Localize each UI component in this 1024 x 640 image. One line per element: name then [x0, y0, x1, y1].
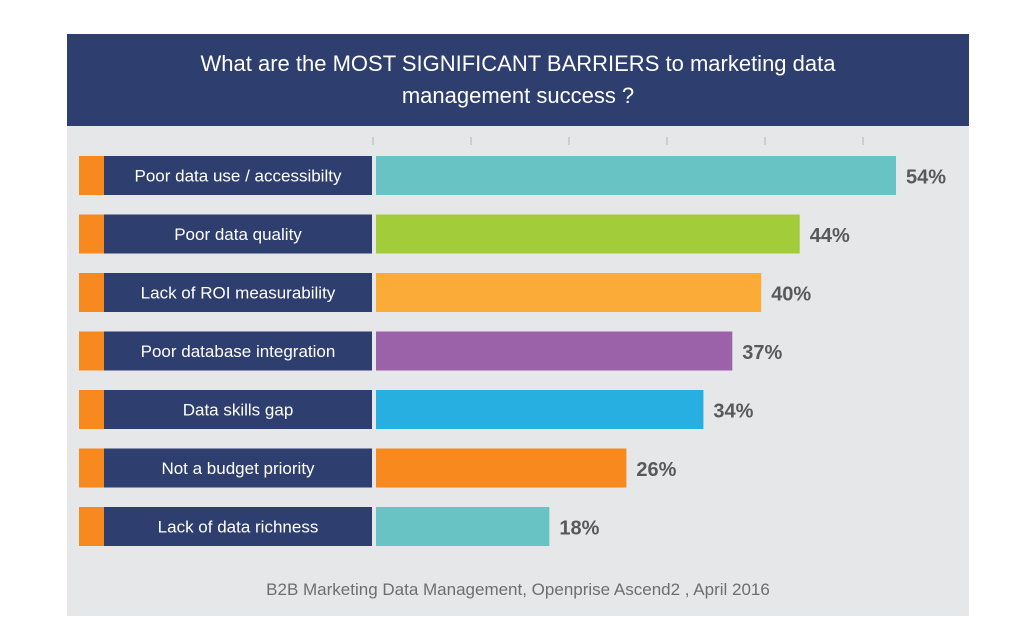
value-label: 34% [713, 401, 753, 423]
category-label-accent [79, 390, 104, 429]
category-label-box [104, 273, 372, 312]
category-label-box [104, 448, 372, 488]
category-label-box [104, 156, 372, 195]
category-label: Poor database integration [141, 342, 336, 361]
bar [376, 507, 550, 546]
chart-source: B2B Marketing Data Management, Openprise… [266, 580, 770, 599]
bar [376, 448, 627, 488]
value-label: 44% [810, 225, 850, 247]
category-label: Lack of data richness [158, 518, 319, 537]
category-label-box [104, 507, 372, 546]
category-label: Not a budget priority [161, 459, 315, 478]
value-label: 54% [906, 167, 946, 189]
bar [376, 214, 800, 254]
value-label: 40% [771, 284, 811, 306]
category-label-accent [79, 273, 104, 312]
category-label: Poor data quality [174, 225, 302, 244]
bar [376, 390, 704, 429]
bar [376, 156, 897, 195]
chart-title: What are the MOST SIGNIFICANT BARRIERS t… [200, 51, 836, 108]
category-label-box [104, 390, 372, 429]
category-label-accent [79, 331, 104, 371]
chart-header: What are the MOST SIGNIFICANT BARRIERS t… [67, 34, 969, 126]
category-label: Poor data use / accessibilty [135, 167, 342, 186]
bar [376, 273, 762, 312]
category-label-accent [79, 448, 104, 488]
value-label: 18% [559, 518, 599, 540]
category-label-accent [79, 156, 104, 195]
bar [376, 331, 733, 371]
category-label-accent [79, 507, 104, 546]
category-label: Data skills gap [183, 401, 294, 420]
category-label-box [104, 214, 372, 254]
category-label-box [104, 331, 372, 371]
value-label: 37% [742, 342, 782, 364]
category-label: Lack of ROI measurability [141, 284, 336, 303]
value-label: 26% [636, 459, 676, 481]
category-label-accent [79, 214, 104, 254]
